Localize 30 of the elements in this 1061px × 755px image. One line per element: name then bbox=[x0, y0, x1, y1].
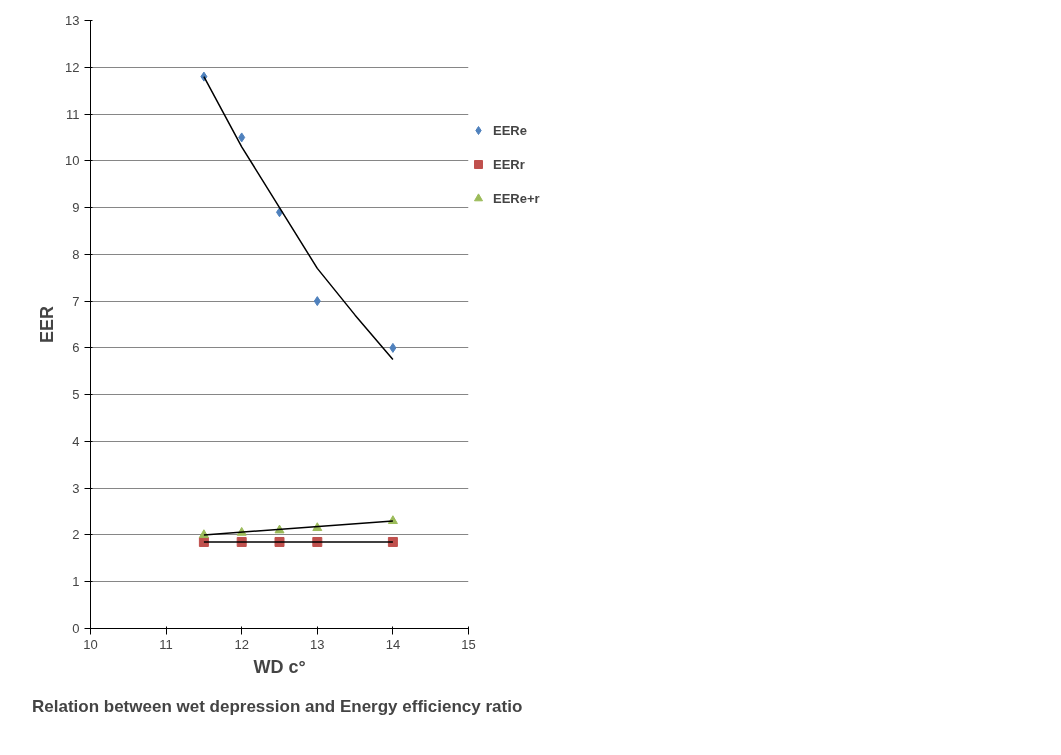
y-tick-label: 4 bbox=[72, 433, 80, 449]
y-tick-label: 12 bbox=[65, 59, 80, 75]
y-tick-label: 10 bbox=[65, 153, 80, 169]
x-tick-label: 11 bbox=[159, 636, 173, 652]
x-tick-label: 13 bbox=[310, 636, 325, 652]
point bbox=[313, 296, 321, 307]
y-tick-label: 9 bbox=[72, 200, 80, 216]
y-tick-label: 5 bbox=[72, 387, 80, 403]
y-tick-label: 11 bbox=[66, 106, 80, 122]
x-tick-label: 12 bbox=[234, 636, 249, 652]
y-tick-label: 2 bbox=[72, 527, 80, 543]
y-tick-label: 7 bbox=[72, 293, 80, 309]
point bbox=[238, 132, 246, 143]
legend-label: EERe+r bbox=[493, 190, 540, 206]
y-axis-title: EER bbox=[37, 305, 58, 344]
point bbox=[312, 522, 323, 532]
y-tick-label: 0 bbox=[72, 621, 80, 636]
y-tick-label: 3 bbox=[72, 480, 80, 496]
x-axis-title: WD c° bbox=[253, 656, 306, 677]
x-tick-label: 15 bbox=[461, 636, 476, 652]
y-tick-label: 6 bbox=[72, 340, 80, 356]
x-tick-label: 14 bbox=[385, 636, 401, 652]
text: Relation between wet depression and Energy efficiency ratio bbox=[31, 696, 523, 716]
legend-label: EERe bbox=[493, 122, 527, 138]
y-tick-label: 1 bbox=[72, 574, 80, 590]
legend-label: EERr bbox=[493, 156, 525, 172]
y-tick-label: 8 bbox=[72, 246, 80, 262]
x-tick-label: 10 bbox=[83, 636, 98, 652]
point bbox=[389, 342, 397, 353]
y-tick-label: 13 bbox=[65, 13, 80, 28]
